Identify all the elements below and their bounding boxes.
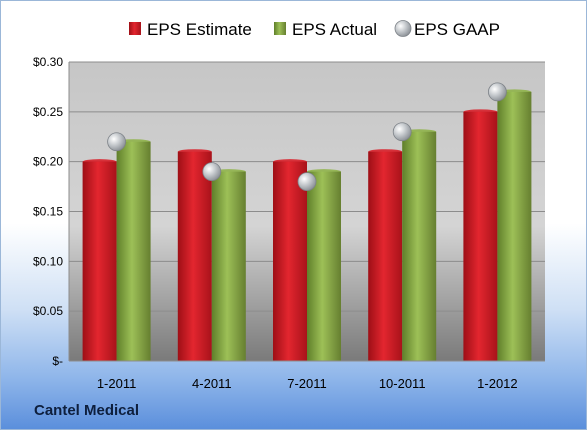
y-tick-label: $-	[52, 354, 63, 368]
x-axis: 1-2011 4-2011 7-2011 10-2011 1-2012	[69, 360, 545, 391]
gaap-markers	[107, 82, 507, 192]
company-name: Cantel Medical	[34, 402, 140, 419]
y-tick-label: $0.30	[33, 55, 63, 69]
legend-swatch	[394, 20, 412, 37]
y-tick-label: $0.10	[33, 254, 63, 268]
y-tick-label: $0.25	[33, 105, 63, 119]
bar-eps-estimate	[82, 161, 117, 361]
legend-label: EPS Actual	[292, 20, 377, 39]
x-tick-label: 1-2011	[97, 376, 137, 391]
bars	[82, 89, 532, 362]
marker-eps-gaap	[392, 122, 412, 142]
y-tick-label: $0.05	[33, 304, 63, 318]
y-tick-label: $0.15	[33, 205, 63, 219]
legend-swatch	[129, 22, 141, 35]
bar-eps-actual	[116, 141, 151, 361]
bar-eps-actual	[497, 91, 532, 362]
y-axis: $- $0.05 $0.10 $0.15 $0.20 $0.25 $0.30	[33, 55, 70, 368]
x-tick-label: 4-2011	[192, 376, 232, 391]
x-tick-label: 1-2012	[477, 376, 517, 391]
legend-swatch	[274, 22, 286, 35]
marker-eps-gaap	[202, 162, 222, 182]
bar-eps-actual	[211, 171, 246, 361]
bar-eps-actual	[402, 131, 437, 361]
marker-eps-gaap	[487, 82, 507, 102]
marker-eps-gaap	[297, 172, 317, 192]
legend: EPS Estimate EPS Actual EPS GAAP	[129, 20, 500, 39]
legend-label: EPS GAAP	[414, 20, 500, 39]
bar-eps-actual	[307, 171, 341, 361]
x-tick-label: 10-2011	[379, 376, 426, 391]
x-tick-label: 7-2011	[287, 376, 327, 391]
bar-eps-estimate	[463, 111, 498, 361]
y-tick-label: $0.20	[33, 155, 63, 169]
legend-label: EPS Estimate	[147, 20, 252, 39]
bar-eps-estimate	[177, 151, 212, 361]
bar-eps-estimate	[368, 151, 403, 361]
bar-eps-estimate	[273, 161, 307, 361]
marker-eps-gaap	[107, 132, 126, 152]
